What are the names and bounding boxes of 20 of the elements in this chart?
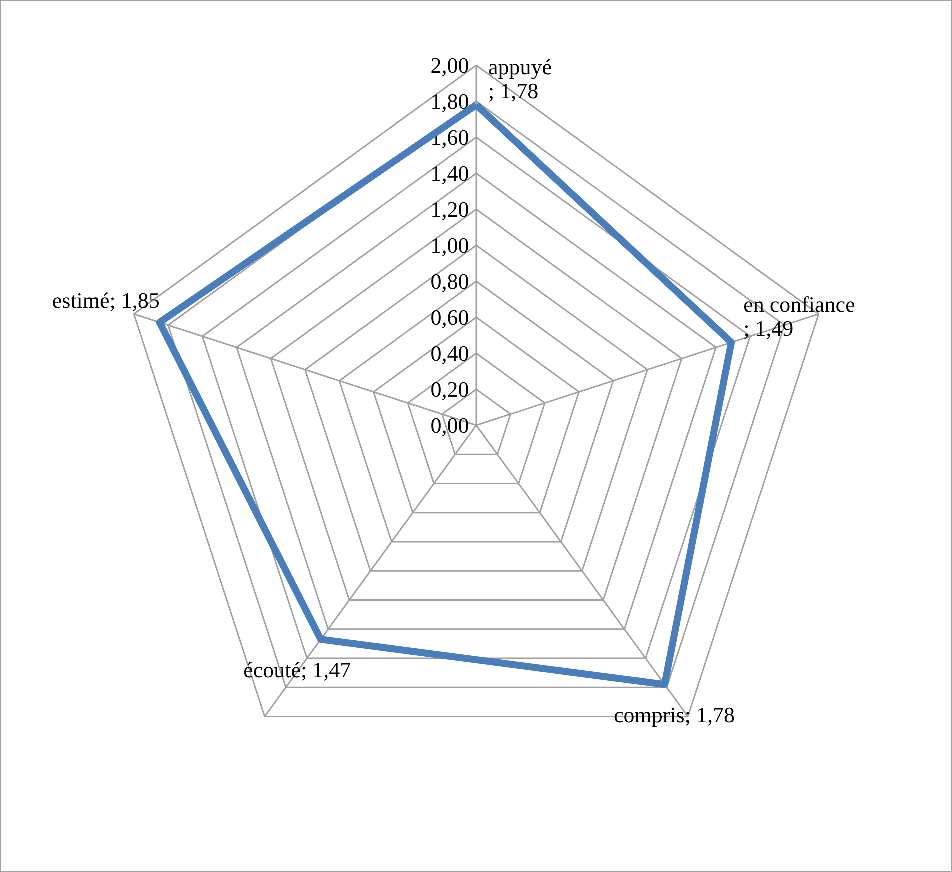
y-tick-label: 1,00	[430, 233, 470, 258]
spoke-label: appuyé	[488, 54, 552, 80]
y-tick-label: 1,80	[430, 89, 470, 114]
y-tick-label: 1,20	[430, 197, 470, 222]
data-label: ; 1,47	[300, 658, 352, 683]
y-tick-label: 0,00	[430, 413, 470, 438]
y-tick-label: 0,20	[430, 377, 470, 402]
data-label: ; 1,49	[744, 316, 794, 342]
y-tick-label: 0,40	[430, 341, 470, 366]
spoke-label: écouté	[244, 658, 301, 683]
data-label: ; 1,78	[488, 78, 539, 104]
y-tick-label: 2,00	[430, 53, 470, 78]
spoke-label: compris	[614, 702, 685, 728]
spoke-label: en confiance	[744, 292, 856, 318]
data-label: ; 1,78	[684, 702, 735, 728]
y-tick-label: 0,60	[430, 305, 470, 330]
data-label: ; 1,85	[110, 288, 160, 314]
spoke-label: estimé	[52, 288, 110, 314]
y-tick-label: 1,40	[430, 161, 470, 186]
y-tick-label: 0,80	[430, 269, 470, 294]
